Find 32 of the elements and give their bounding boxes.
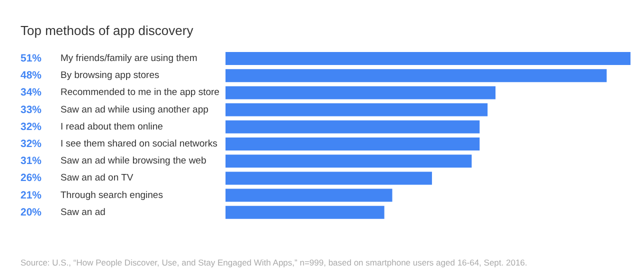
y-tick-label: Saw an ad while using another app <box>60 104 208 116</box>
data-label: 20% <box>20 206 42 218</box>
bar <box>226 120 480 134</box>
y-tick-label: Recommended to me in the app store <box>60 87 220 98</box>
data-label: 51% <box>20 52 42 64</box>
data-label: 32% <box>20 138 42 150</box>
y-tick-label: Saw an ad on TV <box>60 172 134 184</box>
bar <box>226 103 488 116</box>
data-label: 21% <box>20 189 42 202</box>
y-tick-label: My friends/family are using them <box>60 53 198 64</box>
bar <box>226 86 496 100</box>
data-label: 33% <box>20 104 42 116</box>
bar <box>226 52 630 65</box>
bar <box>226 188 392 202</box>
bar <box>226 172 432 185</box>
source-note: Source: U.S., “How People Discover, Use, and Stay Engaged With Apps,” n=999, based on smartphone users aged 16-64, Sept. 2016. <box>20 258 528 268</box>
data-label: 34% <box>20 86 42 99</box>
y-tick-label: Through search engines <box>60 190 164 201</box>
bar <box>226 69 607 82</box>
text: Top methods of app discovery <box>20 23 194 38</box>
bar <box>226 138 480 150</box>
bar <box>226 154 472 168</box>
y-tick-label: Saw an ad <box>60 206 106 218</box>
data-label: 32% <box>20 120 42 133</box>
y-tick-label: Saw an ad while browsing the web <box>60 156 206 167</box>
y-tick-label: I read about them online <box>60 121 163 132</box>
bar <box>226 206 384 219</box>
data-label: 26% <box>20 172 42 184</box>
y-tick-label: By browsing app stores <box>60 70 160 82</box>
data-label: 31% <box>20 155 42 168</box>
data-label: 48% <box>20 70 42 82</box>
y-tick-label: I see them shared on social networks <box>60 138 218 150</box>
